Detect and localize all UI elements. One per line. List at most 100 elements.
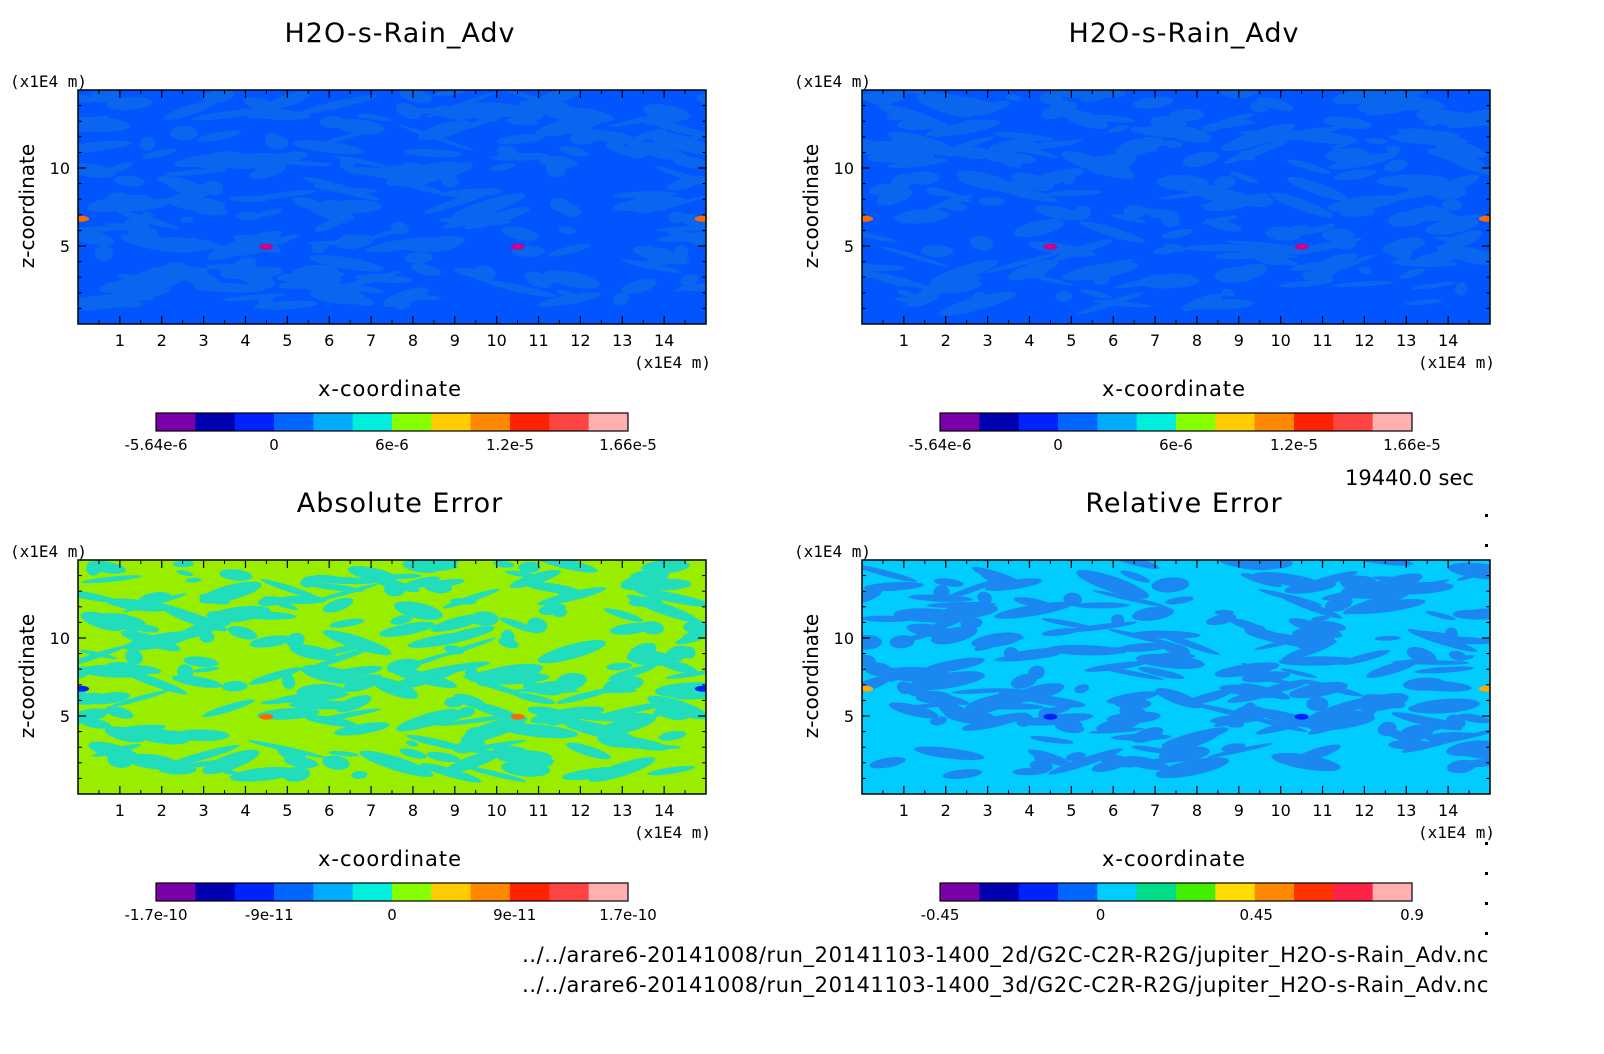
- field-blob: [78, 649, 118, 659]
- field-blob: [1131, 606, 1174, 621]
- field-blob: [1392, 660, 1470, 665]
- y-tick-label: 10: [50, 629, 70, 648]
- x-tick-label: 5: [1066, 331, 1076, 350]
- chart-title: Relative Error: [1085, 488, 1283, 519]
- field-blob: [1150, 116, 1187, 130]
- field-blob: [1229, 618, 1267, 633]
- field-blob: [404, 251, 433, 264]
- x-unit-label: (x1E4 m): [634, 823, 712, 842]
- footer-path-3d: ../../arare6-20141008/run_20141103-1400_…: [522, 973, 1489, 997]
- colorbar-tick-label: 1.7e-10: [599, 906, 657, 924]
- field-blob: [962, 712, 1029, 731]
- colorbar-swatch: [588, 413, 629, 431]
- field-blob: [672, 156, 706, 169]
- x-tick-label: 13: [1396, 331, 1416, 350]
- field-blob: [876, 188, 913, 206]
- colorbar-tick-label: 0: [387, 906, 397, 924]
- field-blob: [304, 715, 357, 727]
- y-tick-label: 5: [60, 237, 70, 256]
- field-blob: [322, 597, 354, 613]
- field-blob: [629, 642, 657, 660]
- field-blob: [134, 274, 179, 287]
- field-blob: [258, 295, 274, 306]
- field-blob: [464, 666, 478, 681]
- colorbar-swatch: [156, 413, 196, 431]
- x-tick-label: 6: [1108, 801, 1118, 820]
- field-blob: [1327, 195, 1399, 212]
- field-blob: [1278, 656, 1356, 666]
- colorbar-swatch: [313, 883, 354, 901]
- field-blob: [115, 300, 144, 308]
- z-unit-label: (x1E4 m): [10, 72, 88, 91]
- field-blob: [278, 276, 343, 289]
- x-tick-label: 9: [450, 801, 460, 820]
- field-blob: [1151, 577, 1190, 593]
- colorbar-swatch: [1372, 883, 1413, 901]
- x-unit-label: (x1E4 m): [1418, 823, 1496, 842]
- x-tick-label: 7: [1150, 801, 1160, 820]
- field-blob: [443, 207, 500, 229]
- field-blob: [366, 237, 438, 253]
- field-blob: [658, 730, 687, 741]
- field-blob: [1035, 205, 1083, 221]
- field-blob: [862, 634, 882, 650]
- colorbar-swatch: [470, 413, 511, 431]
- field-blob: [582, 133, 627, 139]
- field-blob: [862, 260, 905, 287]
- x-tick-label: 1: [899, 331, 909, 350]
- field-blob: [496, 133, 545, 145]
- field-accent: [1478, 685, 1490, 692]
- field-blob: [1322, 116, 1372, 130]
- field-blob: [385, 176, 445, 195]
- colorbar-swatch: [1294, 883, 1334, 901]
- field-blob: [106, 598, 167, 612]
- field-blob: [603, 676, 644, 694]
- field-blob: [1213, 710, 1263, 727]
- field-blob: [1289, 260, 1340, 272]
- x-unit-label: (x1E4 m): [1418, 353, 1496, 372]
- field-blob: [120, 630, 181, 652]
- field-blob: [605, 142, 645, 159]
- x-tick-label: 6: [1108, 331, 1118, 350]
- y-tick-label: 5: [844, 707, 854, 726]
- colorbar-frame: [155, 412, 629, 432]
- field-blob: [426, 91, 497, 118]
- field-blob: [557, 202, 582, 217]
- field-blob: [98, 281, 135, 293]
- field-blob: [952, 147, 996, 160]
- field-blob: [1022, 713, 1094, 726]
- x-tick-label: 9: [450, 331, 460, 350]
- field-blob: [862, 565, 917, 582]
- colorbar-swatch: [1176, 883, 1216, 901]
- field-blob: [921, 275, 983, 292]
- field-blob: [451, 193, 526, 220]
- field-blob: [1257, 680, 1309, 695]
- field-blob: [207, 605, 271, 623]
- field-blob: [1029, 760, 1054, 772]
- field-blob: [329, 618, 365, 628]
- field-blob: [921, 244, 954, 258]
- field-blob: [196, 239, 237, 256]
- field-blob: [1333, 280, 1393, 287]
- field-blob: [608, 664, 656, 681]
- field-blob: [597, 731, 637, 748]
- field-blob: [915, 690, 953, 704]
- field-blob: [332, 155, 388, 168]
- field-blob: [176, 758, 252, 768]
- field-blob: [323, 132, 364, 144]
- field-blob: [465, 726, 491, 739]
- field-blob: [274, 691, 349, 703]
- field-blob: [924, 188, 946, 196]
- field-blob: [305, 582, 364, 592]
- decorative-dot: [1485, 872, 1488, 875]
- field-blob: [1161, 228, 1193, 239]
- field-blob: [1061, 168, 1076, 185]
- field-blob: [1055, 290, 1072, 303]
- field-blob: [395, 103, 422, 120]
- field-blob: [289, 644, 337, 661]
- field-blob: [893, 608, 964, 623]
- colorbar-swatch: [1254, 413, 1295, 431]
- field-blob: [163, 168, 223, 176]
- colorbar-swatch: [234, 413, 275, 431]
